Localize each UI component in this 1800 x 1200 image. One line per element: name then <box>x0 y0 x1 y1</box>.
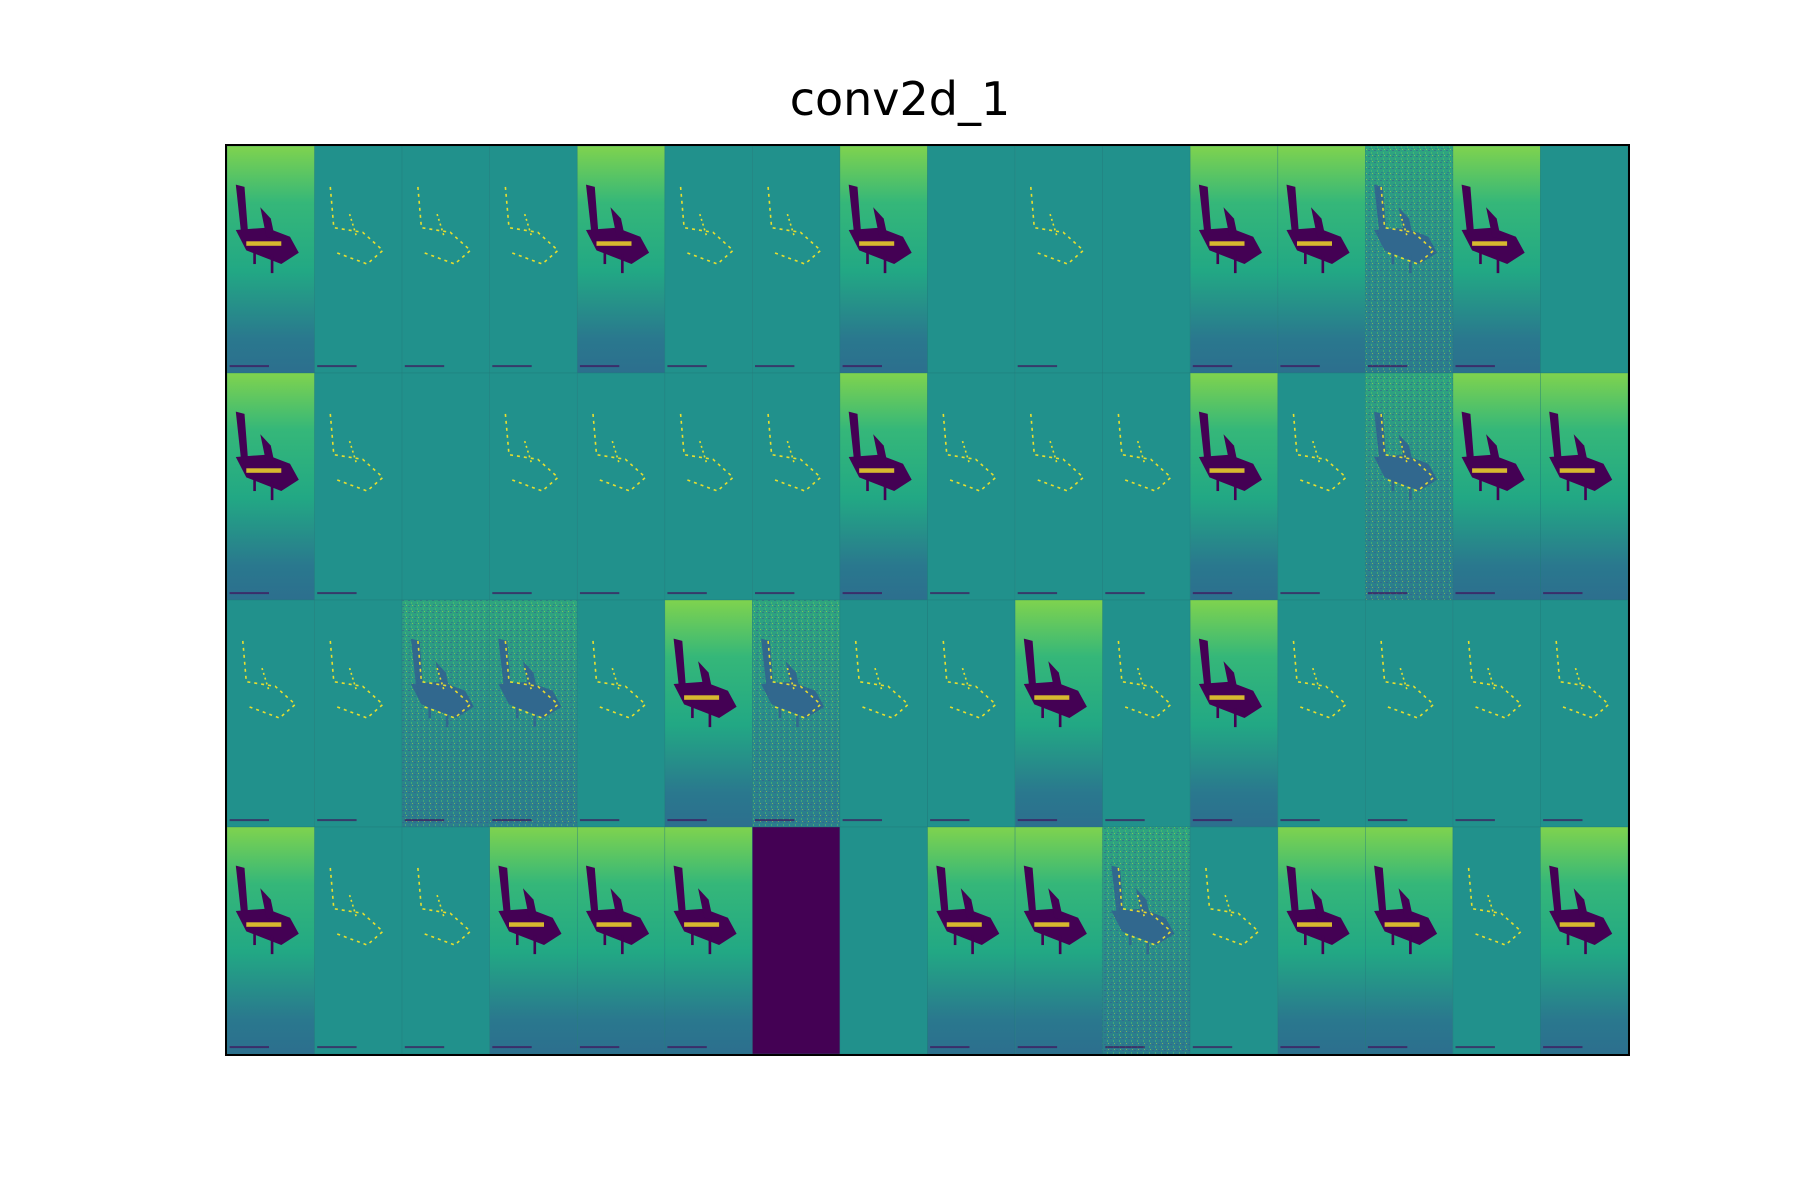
feature-map-tile <box>665 827 753 1054</box>
feature-map-tile <box>1103 827 1191 1054</box>
feature-map-tile <box>840 600 928 827</box>
feature-map-tile <box>402 827 490 1054</box>
feature-map-tile <box>315 373 403 600</box>
feature-map-tile <box>490 373 578 600</box>
feature-map-tile <box>1103 146 1191 373</box>
feature-map-tile <box>490 146 578 373</box>
feature-map-tile <box>402 373 490 600</box>
feature-map-tile <box>490 827 578 1054</box>
feature-map-tile <box>752 600 840 827</box>
feature-map-tile <box>665 600 753 827</box>
feature-map-tile <box>1190 373 1278 600</box>
feature-map-tile <box>1103 373 1191 600</box>
feature-map-tile <box>1278 827 1366 1054</box>
feature-map-tile <box>490 600 578 827</box>
feature-map-tile <box>1540 600 1628 827</box>
feature-map-tile <box>665 146 753 373</box>
feature-map-tile <box>928 146 1016 373</box>
feature-map-tile <box>1190 146 1278 373</box>
feature-map-tile <box>1453 827 1541 1054</box>
feature-map-tile <box>1365 146 1453 373</box>
feature-map-tile <box>752 146 840 373</box>
feature-map-tile <box>577 827 665 1054</box>
feature-map-tile <box>1453 373 1541 600</box>
feature-map-tile <box>1190 827 1278 1054</box>
feature-map-tile <box>227 373 315 600</box>
feature-map-tile <box>840 373 928 600</box>
feature-map-tile <box>928 600 1016 827</box>
feature-map-tile <box>1365 827 1453 1054</box>
feature-map-tile <box>402 146 490 373</box>
feature-map-tile <box>1453 600 1541 827</box>
feature-map-tile <box>928 827 1016 1054</box>
feature-map-tile <box>1015 827 1103 1054</box>
feature-map-tile <box>402 600 490 827</box>
feature-map-tile <box>1278 600 1366 827</box>
feature-map-tile <box>1278 146 1366 373</box>
feature-map-tile <box>227 146 315 373</box>
feature-map-tile <box>1103 600 1191 827</box>
feature-map-tile <box>577 373 665 600</box>
feature-map-tile <box>840 146 928 373</box>
feature-map-tile <box>315 827 403 1054</box>
feature-map-tile <box>1278 373 1366 600</box>
feature-map-tile <box>1015 600 1103 827</box>
feature-map-tile <box>577 600 665 827</box>
feature-map-tile <box>1540 827 1628 1054</box>
feature-map-tile <box>1015 146 1103 373</box>
feature-map-tile <box>227 600 315 827</box>
feature-map-tile <box>752 373 840 600</box>
feature-map-tile <box>1015 373 1103 600</box>
feature-map-tile <box>227 827 315 1054</box>
feature-map-tile <box>665 373 753 600</box>
feature-map-tile <box>840 827 928 1054</box>
feature-map-tile <box>315 146 403 373</box>
feature-map-tile <box>1190 600 1278 827</box>
feature-map-tile <box>577 146 665 373</box>
feature-map-tile <box>1365 600 1453 827</box>
feature-map-tile <box>315 600 403 827</box>
feature-map-tile <box>752 827 840 1054</box>
feature-map-tile <box>1540 146 1628 373</box>
feature-map-tile <box>1453 146 1541 373</box>
feature-map-grid <box>227 146 1628 1054</box>
feature-map-tile <box>928 373 1016 600</box>
feature-map-tile <box>1540 373 1628 600</box>
feature-map-tile <box>1365 373 1453 600</box>
